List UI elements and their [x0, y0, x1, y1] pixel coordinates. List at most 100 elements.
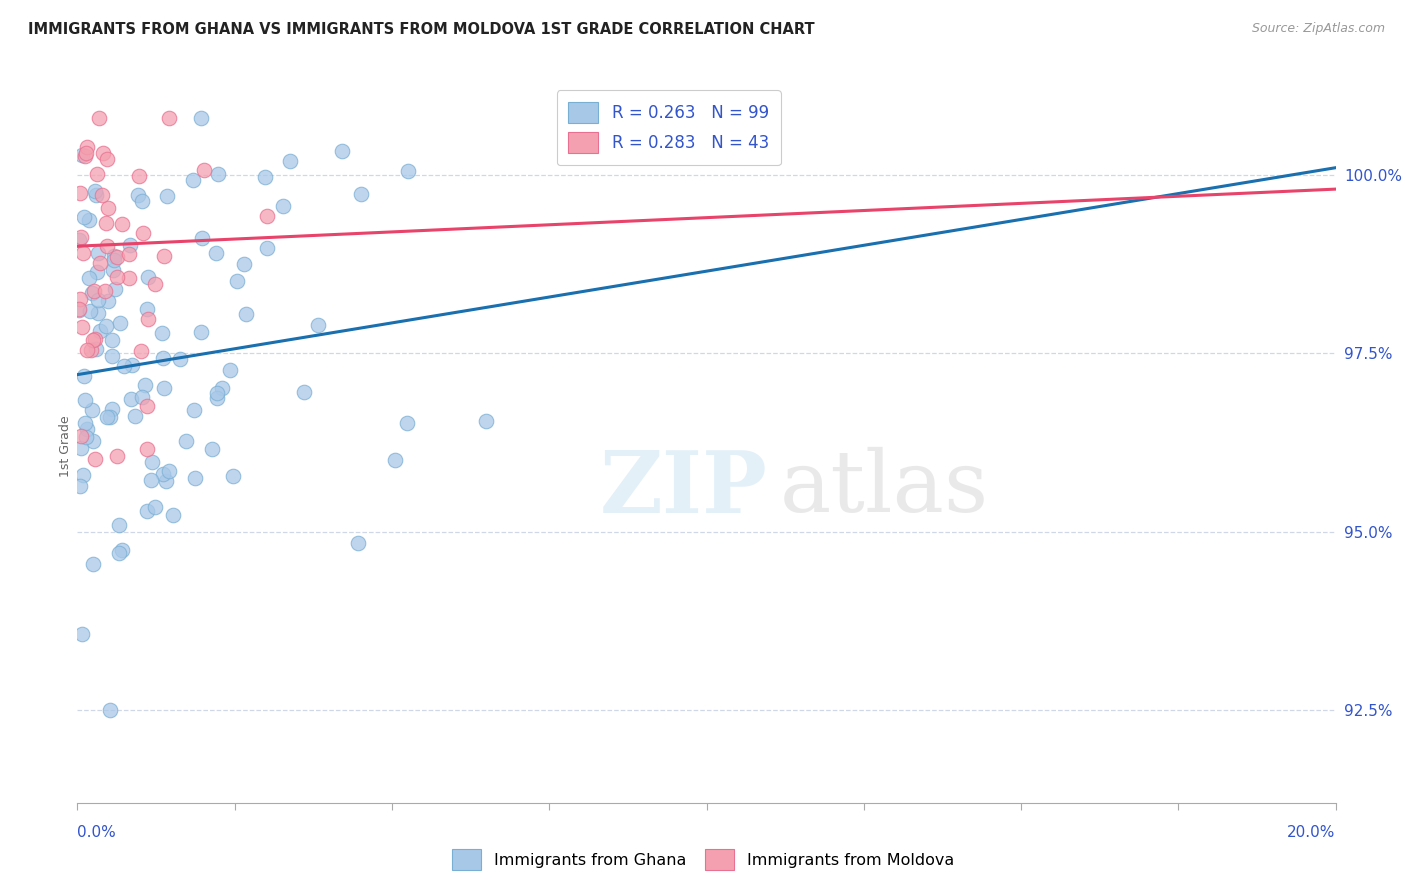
Point [86, 168, 108, 182]
Text: 0.0%: 0.0% [77, 825, 117, 840]
Point [82, 333, 104, 347]
Point [103, 252, 125, 267]
Point [79, 304, 101, 318]
Point [159, 464, 181, 478]
Point [278, 153, 301, 168]
Point [105, 250, 128, 264]
Point [131, 194, 153, 209]
Point [118, 238, 141, 252]
Point [395, 417, 418, 431]
Point [350, 187, 373, 202]
Point [181, 173, 204, 187]
Point [76, 422, 98, 436]
Point [193, 162, 215, 177]
Point [100, 349, 122, 363]
Point [190, 325, 212, 339]
Point [205, 391, 228, 405]
Point [127, 187, 149, 202]
Point [132, 226, 155, 240]
Point [162, 508, 184, 523]
Point [135, 442, 157, 456]
Point [70, 147, 93, 161]
Point [94, 284, 117, 298]
Point [104, 282, 127, 296]
Text: atlas: atlas [779, 447, 988, 531]
Point [129, 344, 152, 359]
Point [98, 409, 121, 424]
Point [108, 546, 131, 560]
Point [136, 399, 159, 413]
Point [69, 186, 91, 200]
Point [72, 468, 94, 483]
Point [110, 542, 132, 557]
Point [70, 320, 93, 334]
Text: Source: ZipAtlas.com: Source: ZipAtlas.com [1251, 22, 1385, 36]
Point [232, 257, 254, 271]
Point [69, 292, 91, 306]
Point [84, 185, 107, 199]
Point [70, 626, 93, 640]
Point [330, 144, 353, 158]
Point [136, 311, 159, 326]
Point [256, 210, 278, 224]
Point [128, 169, 150, 183]
Point [91, 145, 114, 160]
Point [190, 231, 212, 245]
Point [69, 478, 91, 492]
Point [82, 557, 104, 571]
Point [96, 239, 118, 253]
Point [105, 270, 128, 285]
Point [120, 392, 142, 406]
Point [201, 442, 224, 456]
Point [77, 212, 100, 227]
Point [83, 284, 105, 298]
Point [94, 216, 117, 230]
Point [152, 467, 174, 481]
Point [86, 342, 108, 356]
Point [69, 441, 91, 455]
Point [75, 429, 97, 443]
Point [84, 332, 107, 346]
Point [157, 111, 180, 125]
Point [141, 473, 163, 487]
Point [118, 270, 141, 285]
Point [136, 269, 159, 284]
Point [143, 500, 166, 514]
Text: 20.0%: 20.0% [1288, 825, 1336, 840]
Point [155, 475, 177, 489]
Point [80, 343, 103, 357]
Point [136, 301, 159, 316]
Point [396, 164, 419, 178]
Point [89, 111, 111, 125]
Point [253, 169, 276, 184]
Point [72, 246, 94, 260]
Point [184, 471, 207, 485]
Text: IMMIGRANTS FROM GHANA VS IMMIGRANTS FROM MOLDOVA 1ST GRADE CORRELATION CHART: IMMIGRANTS FROM GHANA VS IMMIGRANTS FROM… [28, 22, 814, 37]
Point [79, 271, 101, 285]
Point [112, 359, 135, 373]
Point [205, 245, 228, 260]
Point [384, 453, 406, 467]
Point [347, 536, 370, 550]
Point [76, 343, 98, 357]
Point [69, 230, 91, 244]
Point [97, 201, 120, 215]
Point [72, 211, 94, 225]
Point [82, 434, 104, 448]
Point [96, 152, 118, 166]
Point [111, 217, 134, 231]
Point [235, 307, 257, 321]
Point [80, 402, 103, 417]
Point [211, 381, 233, 395]
Point [475, 414, 498, 428]
Point [131, 390, 153, 404]
Point [96, 409, 118, 424]
Point [145, 277, 167, 292]
Point [153, 381, 176, 395]
Point [124, 409, 146, 423]
Point [118, 246, 141, 260]
Point [67, 233, 90, 247]
Point [87, 293, 110, 307]
Point [84, 188, 107, 202]
Point [98, 703, 121, 717]
